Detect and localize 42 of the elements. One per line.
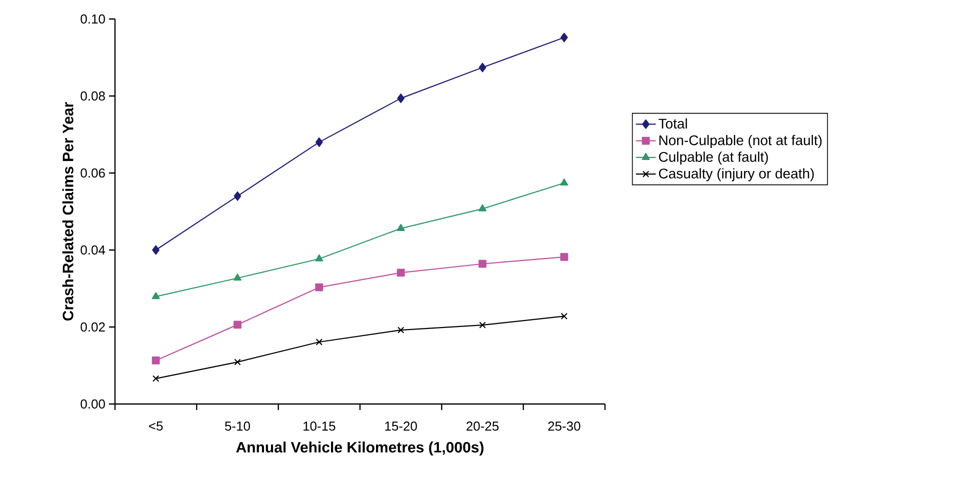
y-tick-label: 0.08 bbox=[80, 91, 105, 101]
legend-label: Culpable (at fault) bbox=[658, 152, 768, 165]
y-tick-label: 0.04 bbox=[80, 245, 106, 255]
point bbox=[560, 312, 568, 320]
point bbox=[397, 326, 404, 334]
point bbox=[478, 260, 486, 268]
y-axis-title: Crash-Related Claims Per Year bbox=[62, 102, 74, 321]
point bbox=[478, 62, 486, 72]
y-tick-label: 0.10 bbox=[80, 14, 105, 24]
point bbox=[396, 268, 405, 277]
point bbox=[152, 375, 160, 382]
point bbox=[479, 322, 486, 328]
point bbox=[560, 178, 568, 186]
point bbox=[152, 292, 160, 300]
point bbox=[315, 254, 324, 262]
point bbox=[234, 191, 242, 201]
point bbox=[234, 274, 242, 281]
legend-label: Non-Culpable (not at fault) bbox=[659, 134, 822, 148]
point bbox=[560, 32, 568, 42]
x-tick-label: 15-20 bbox=[385, 422, 417, 431]
x-tick-label: 20-25 bbox=[466, 422, 499, 431]
x-tick-label: 10-15 bbox=[304, 422, 336, 431]
x-tick-label: 25-30 bbox=[548, 422, 580, 431]
x-axis-title: Annual Vehicle Kilometres (1,000s) bbox=[236, 442, 484, 456]
point bbox=[234, 358, 241, 366]
x-tick-label: 5-10 bbox=[225, 422, 250, 431]
point bbox=[316, 338, 323, 346]
point bbox=[397, 94, 405, 104]
y-tick-label: 0.02 bbox=[80, 322, 105, 332]
point bbox=[315, 283, 324, 292]
point bbox=[315, 137, 323, 147]
legend-label: Total bbox=[658, 118, 687, 129]
point bbox=[152, 356, 160, 364]
y-tick-label: 0.06 bbox=[80, 168, 105, 178]
point bbox=[478, 204, 487, 212]
point bbox=[396, 224, 405, 231]
y-tick-label: 0.00 bbox=[80, 399, 105, 409]
x-tick-label: <5 bbox=[149, 422, 163, 431]
point bbox=[234, 320, 242, 329]
point bbox=[152, 245, 160, 255]
point bbox=[560, 252, 568, 261]
legend-label: Casualty (injury or death) bbox=[658, 168, 814, 182]
